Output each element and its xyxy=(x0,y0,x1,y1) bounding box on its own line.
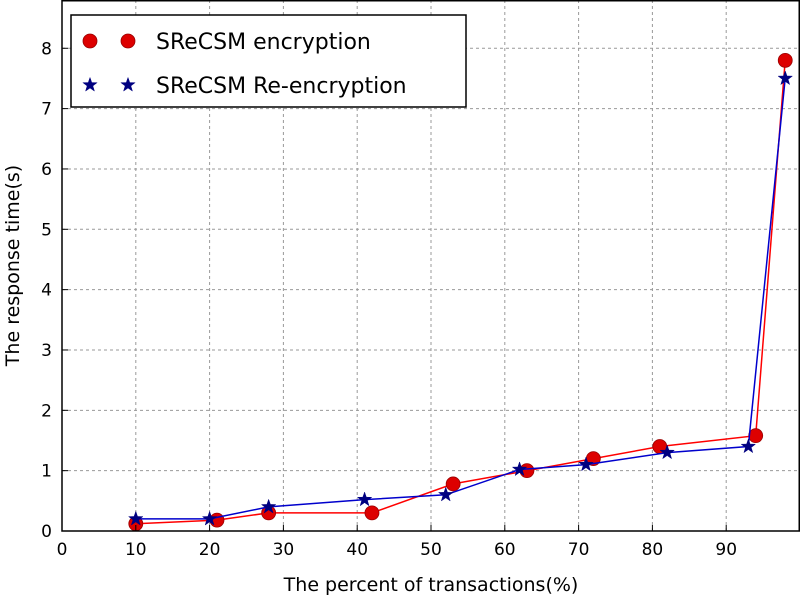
x-tick-label: 50 xyxy=(420,540,442,560)
x-tick-label: 90 xyxy=(715,540,737,560)
series-line xyxy=(135,60,786,525)
x-tick-label: 30 xyxy=(273,540,295,560)
y-tick-label: 1 xyxy=(41,462,52,482)
y-tick-label: 7 xyxy=(41,100,52,120)
data-point xyxy=(511,461,528,477)
series-1 xyxy=(128,52,793,532)
legend-marker xyxy=(82,33,98,49)
x-tick-label: 10 xyxy=(125,540,147,560)
data-point xyxy=(578,456,594,472)
y-tick-label: 2 xyxy=(41,401,52,421)
legend-entry: SReCSM encryption xyxy=(82,30,371,55)
y-tick-label: 5 xyxy=(41,220,52,240)
series-line xyxy=(135,78,786,520)
legend-box xyxy=(70,14,467,108)
data-point xyxy=(659,444,676,460)
chart-series xyxy=(127,52,794,532)
x-axis-label: The percent of transactions(%) xyxy=(283,574,579,596)
y-tick-label: 0 xyxy=(41,522,52,542)
y-tick-label: 8 xyxy=(41,39,52,59)
legend-marker xyxy=(120,33,136,49)
x-tick-label: 60 xyxy=(494,540,516,560)
y-tick-label: 4 xyxy=(41,281,52,301)
data-point xyxy=(260,498,277,514)
y-axis-label: The response time(s) xyxy=(2,165,24,367)
x-tick-label: 0 xyxy=(57,540,68,560)
data-point xyxy=(777,70,794,86)
data-point xyxy=(777,52,793,68)
data-point xyxy=(740,438,757,454)
legend-label: SReCSM Re-encryption xyxy=(156,74,407,99)
data-point xyxy=(437,486,454,502)
legend-marker xyxy=(82,76,98,92)
grid-lines xyxy=(61,0,800,532)
y-tick-label: 3 xyxy=(41,341,52,361)
series-2 xyxy=(127,70,794,526)
legend-marker xyxy=(120,76,136,92)
data-point xyxy=(748,428,764,444)
legend-label: SReCSM encryption xyxy=(156,30,371,55)
data-point xyxy=(356,491,373,507)
legend: SReCSM encryption SReCSM Re-encryption xyxy=(70,14,467,108)
data-point xyxy=(364,505,380,521)
data-point xyxy=(127,510,144,526)
data-point xyxy=(201,510,218,526)
data-point xyxy=(445,476,461,492)
x-tick-label: 70 xyxy=(568,540,590,560)
x-tick-label: 80 xyxy=(642,540,664,560)
x-tick-label: 40 xyxy=(346,540,368,560)
legend-entry: SReCSM Re-encryption xyxy=(82,74,407,99)
y-tick-label: 6 xyxy=(41,160,52,180)
axis-ticks: 0 10 20 30 40 50 60 70 80 90 0 1 2 3 4 5 6 7 8 xyxy=(41,39,737,560)
x-tick-label: 20 xyxy=(199,540,221,560)
